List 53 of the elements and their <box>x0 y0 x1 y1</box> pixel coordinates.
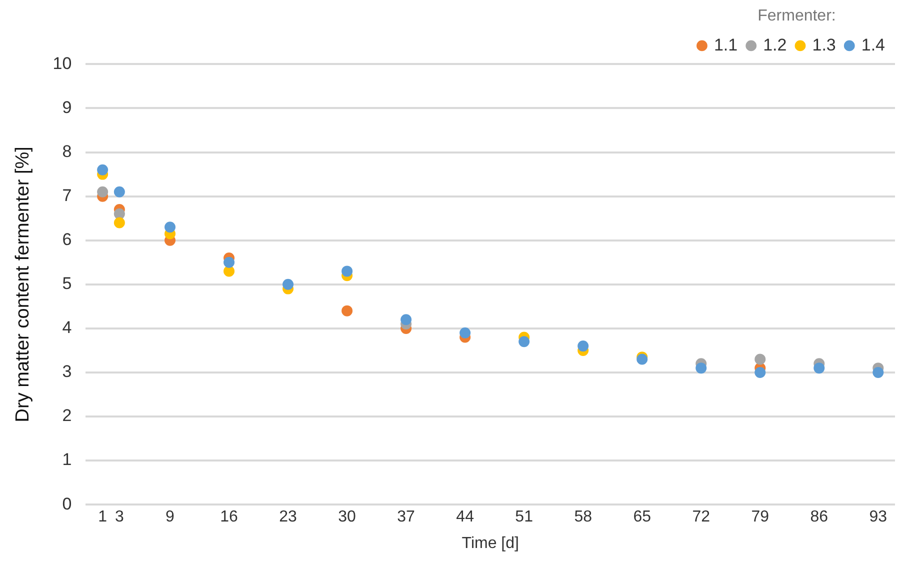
point <box>518 336 530 348</box>
point <box>114 208 125 220</box>
legend-title: Fermenter: <box>758 7 836 24</box>
y-tick-label: 4 <box>62 318 72 338</box>
point <box>114 186 125 198</box>
x-tick-label: 1 <box>98 508 108 526</box>
legend-label: 1.3 <box>812 35 836 54</box>
legend-label: 1.1 <box>714 35 738 54</box>
x-tick-label: 44 <box>456 508 474 526</box>
point <box>224 256 235 268</box>
point <box>114 217 125 228</box>
y-tick-label: 6 <box>62 230 72 250</box>
point <box>224 266 235 277</box>
y-tick-label: 5 <box>62 274 72 294</box>
point <box>400 314 412 326</box>
legend-label: 1.4 <box>861 35 886 54</box>
x-axis-title: Time [d] <box>462 534 519 552</box>
x-tick-label: 58 <box>574 508 592 526</box>
point <box>696 362 707 374</box>
y-tick-label: 10 <box>52 54 72 73</box>
x-tick-label: 30 <box>338 508 356 526</box>
point <box>97 164 108 176</box>
y-axis-title: Dry matter content fermenter [%] <box>12 146 34 422</box>
y-tick-label: 7 <box>62 186 72 206</box>
point <box>97 186 108 198</box>
x-tick-label: 9 <box>166 508 175 526</box>
y-tick-label: 1 <box>62 450 72 470</box>
x-tick-label: 23 <box>279 508 298 526</box>
point <box>872 366 884 378</box>
legend-label: 1.2 <box>763 35 787 54</box>
y-tick-label: 8 <box>62 142 72 161</box>
point <box>282 278 294 290</box>
y-tick-label: 9 <box>62 98 72 117</box>
point <box>342 305 353 316</box>
x-tick-label: 72 <box>692 508 710 526</box>
point <box>754 354 766 365</box>
x-tick-label: 37 <box>397 508 416 526</box>
x-tick-label: 65 <box>633 508 652 526</box>
x-tick-label: 79 <box>751 508 770 526</box>
x-tick-label: 3 <box>114 508 124 526</box>
point <box>164 222 176 233</box>
x-tick-label: 93 <box>869 508 888 526</box>
x-tick-label: 16 <box>220 508 238 526</box>
point <box>578 340 589 352</box>
x-tick-label: 86 <box>810 508 828 526</box>
y-tick-label: 2 <box>62 406 72 426</box>
y-tick-label: 3 <box>62 362 72 382</box>
y-tick-label: 0 <box>62 494 72 514</box>
point <box>342 266 353 277</box>
point <box>754 366 766 378</box>
point <box>460 327 471 338</box>
point <box>814 362 825 374</box>
x-tick-label: 51 <box>515 508 534 526</box>
